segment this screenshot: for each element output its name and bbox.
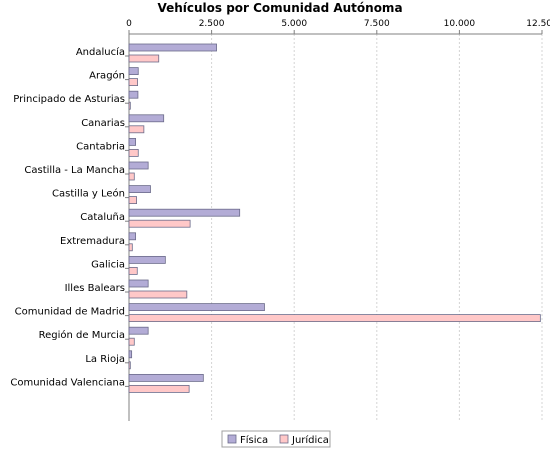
bar-fisica <box>128 67 139 75</box>
category-label: Comunidad de Madrid <box>15 307 125 318</box>
x-tick-label: 2.500 <box>199 19 225 29</box>
bar-juridica <box>128 337 135 346</box>
category-label: La Rioja <box>85 354 125 365</box>
x-axis: 0 2.500 5.000 7.500 10.000 12.500 <box>126 19 550 35</box>
bar-fisica <box>128 232 137 241</box>
bar-juridica <box>128 290 188 299</box>
x-tick-label: 5.000 <box>281 19 307 29</box>
category-label: Comunidad Valenciana <box>10 377 125 388</box>
bar-fisica <box>128 137 137 146</box>
bars <box>128 43 541 393</box>
bar-juridica <box>128 125 145 134</box>
bar-juridica <box>128 243 133 252</box>
bar-fisica <box>128 161 149 170</box>
bar-fisica <box>128 208 241 217</box>
legend-swatch <box>279 434 289 444</box>
category-label: Galicia <box>91 259 125 270</box>
category-label: Principado de Asturias <box>13 94 125 105</box>
gridlines <box>211 34 543 421</box>
bar-juridica <box>128 196 137 205</box>
bar-juridica <box>128 78 138 86</box>
legend-item[interactable]: Física <box>227 434 268 446</box>
bar-juridica <box>128 54 160 63</box>
y-axis: Andalucía Aragón Principado de Asturias Can… <box>10 34 130 421</box>
bar-fisica <box>128 326 149 335</box>
bar-juridica <box>128 384 190 393</box>
bar-juridica <box>128 266 138 275</box>
x-tick-label: 7.500 <box>364 19 390 29</box>
category-label: Región de Murcia <box>39 329 125 341</box>
bar-fisica <box>128 185 151 194</box>
bar-fisica <box>128 90 139 99</box>
legend-box <box>221 430 331 448</box>
bar-fisica <box>128 303 265 312</box>
legend-label: Jurídica <box>291 434 329 446</box>
bar-juridica <box>128 219 191 228</box>
bar-fisica <box>128 43 217 52</box>
bar-fisica <box>128 255 166 264</box>
category-label: Illes Balears <box>65 283 125 294</box>
bar-fisica <box>128 373 204 382</box>
category-label: Canarias <box>81 118 125 129</box>
bar-fisica <box>128 114 165 123</box>
bar-juridica <box>128 172 135 181</box>
category-label: Andalucía <box>76 46 125 58</box>
bar-juridica <box>128 101 131 110</box>
category-label: Castilla y León <box>52 188 125 200</box>
category-label: Castilla - La Mancha <box>24 165 125 176</box>
legend-label: Física <box>240 434 268 446</box>
chart-title: Vehículos por Comunidad Autónoma <box>157 1 402 15</box>
x-tick-label: 0 <box>126 19 132 29</box>
category-label: Cataluña <box>80 212 125 223</box>
bar-juridica <box>128 314 541 323</box>
bar-juridica <box>128 361 131 370</box>
legend[interactable]: Física Jurídica <box>221 430 331 448</box>
legend-item[interactable]: Jurídica <box>279 434 329 446</box>
bar-fisica <box>128 350 133 359</box>
bar-fisica <box>128 279 149 288</box>
x-tick-label: 10.000 <box>444 19 476 29</box>
x-tick-label: 12.500 <box>526 19 550 29</box>
legend-swatch <box>227 434 237 444</box>
category-label: Aragón <box>89 70 125 82</box>
bar-juridica <box>128 148 139 157</box>
category-label: Cantabria <box>76 141 125 152</box>
category-label: Extremadura <box>60 236 125 247</box>
